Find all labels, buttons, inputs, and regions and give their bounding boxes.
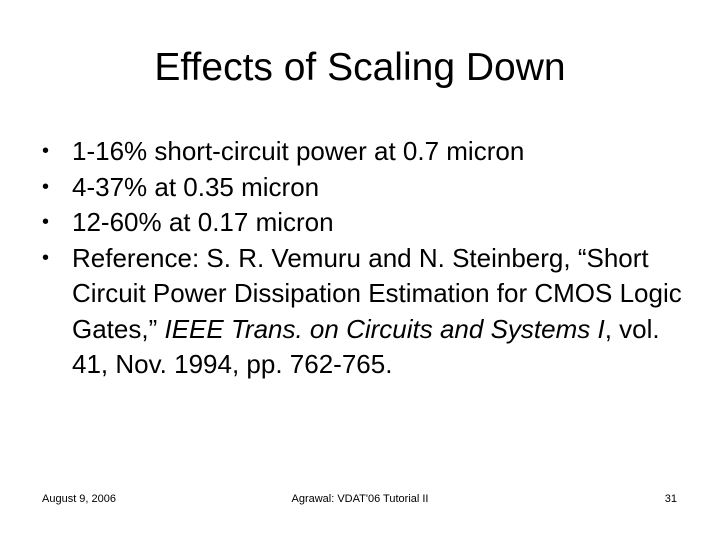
bullet-item: • 12-60% at 0.17 micron [42, 205, 702, 241]
bullet-item: • 4-37% at 0.35 micron [42, 170, 702, 206]
reference-text: Reference: S. R. Vemuru and N. Steinberg… [72, 243, 682, 380]
page-number: 31 [664, 493, 677, 505]
bullet-item-reference: • Reference: S. R. Vemuru and N. Steinbe… [42, 241, 702, 383]
bullet-text: 1-16% short-circuit power at 0.7 micron [72, 136, 525, 166]
bullet-text: 4-37% at 0.35 micron [72, 171, 320, 202]
bullet-marker: • [42, 246, 50, 269]
footer-date: August 9, 2006 [42, 493, 117, 505]
reference-prefix: Reference: S. R. Vemuru and N. Steinberg… [72, 242, 682, 344]
reference-suffix: , vol. 41, Nov. 1994, pp. 762-765. [72, 313, 660, 380]
slide-title: Effects of Scaling Down [154, 46, 566, 89]
bullet-text: 12-60% at 0.17 micron [72, 207, 334, 237]
bullet-list: • 1-16% short-circuit power at 0.7 micro… [42, 134, 702, 383]
footer-center-text: Agrawal: VDAT'06 Tutorial II [291, 493, 429, 505]
bullet-marker: • [42, 211, 50, 233]
bullet-item: • 1-16% short-circuit power at 0.7 micro… [42, 134, 702, 170]
reference-journal: IEEE Trans. on Circuits and Systems I [164, 313, 605, 344]
bullet-marker: • [42, 140, 50, 162]
bullet-marker: • [42, 175, 50, 198]
